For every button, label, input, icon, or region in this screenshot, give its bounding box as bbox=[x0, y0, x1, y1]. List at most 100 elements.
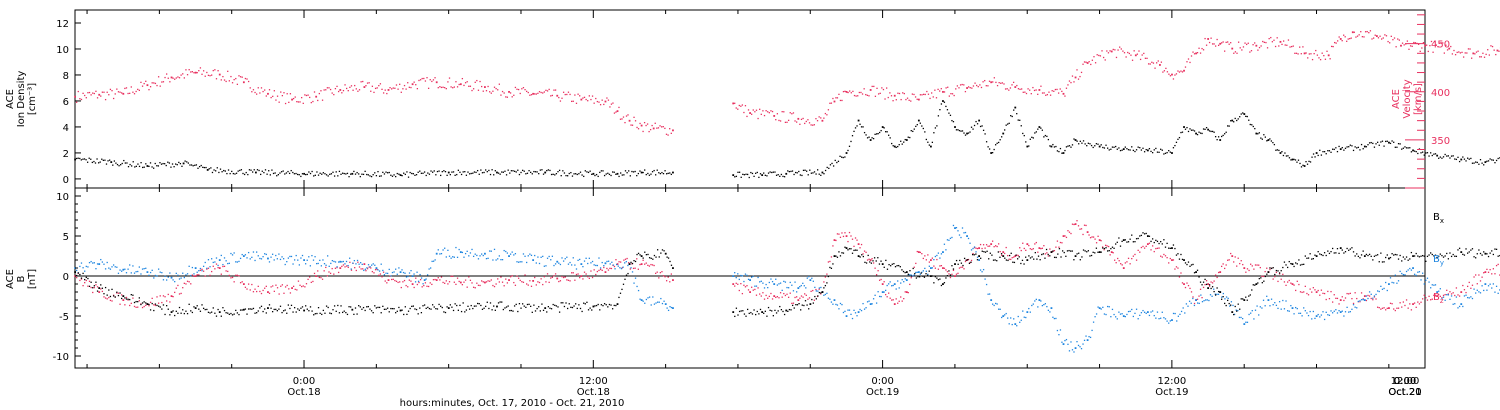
bx-sample bbox=[85, 276, 87, 279]
velocity-sample bbox=[347, 90, 349, 92]
by-sample bbox=[1359, 300, 1361, 302]
by-sample bbox=[826, 292, 828, 294]
by-sample bbox=[669, 305, 671, 308]
bx-sample bbox=[321, 313, 323, 316]
velocity-sample bbox=[231, 82, 234, 84]
ion-density-sample bbox=[793, 173, 795, 176]
bz-sample bbox=[987, 245, 989, 247]
by-sample bbox=[1331, 312, 1334, 314]
bx-sample bbox=[475, 305, 477, 307]
velocity-sample bbox=[1355, 36, 1357, 38]
bz-sample bbox=[1348, 293, 1350, 295]
velocity-sample bbox=[551, 94, 554, 97]
velocity-sample bbox=[979, 84, 981, 86]
bx-sample bbox=[366, 306, 368, 308]
ion-density-sample bbox=[1389, 142, 1392, 145]
bx-sample bbox=[174, 314, 176, 317]
bz-sample bbox=[201, 268, 203, 270]
ion-density-sample bbox=[931, 141, 934, 143]
velocity-sample bbox=[141, 85, 144, 87]
bz-sample bbox=[1035, 241, 1037, 244]
bx-sample bbox=[198, 308, 200, 310]
bz-sample bbox=[1137, 249, 1139, 251]
by-sample bbox=[1182, 307, 1184, 309]
ion-density-sample bbox=[886, 131, 888, 133]
velocity-sample bbox=[792, 112, 795, 114]
by-sample bbox=[746, 274, 748, 277]
by-sample bbox=[1380, 285, 1382, 287]
by-sample bbox=[268, 261, 271, 263]
bz-sample bbox=[104, 297, 107, 299]
velocity-sample bbox=[1115, 56, 1118, 59]
by-sample bbox=[241, 253, 243, 256]
by-sample bbox=[1423, 283, 1425, 285]
bz-sample bbox=[1178, 276, 1181, 278]
bz-sample bbox=[1441, 297, 1443, 299]
bx-sample bbox=[411, 305, 413, 308]
ion-density-sample bbox=[940, 103, 943, 105]
ion-density-sample bbox=[1275, 149, 1277, 151]
velocity-sample bbox=[336, 85, 338, 88]
by-sample bbox=[627, 264, 629, 267]
velocity-sample bbox=[492, 90, 494, 92]
by-sample bbox=[223, 257, 226, 259]
bz-sample bbox=[791, 302, 793, 305]
by-sample bbox=[639, 298, 641, 300]
by-sample bbox=[824, 293, 827, 296]
bx-sample bbox=[111, 288, 113, 291]
velocity-sample bbox=[1029, 89, 1031, 91]
velocity-sample bbox=[1193, 53, 1196, 55]
bz-sample bbox=[1124, 262, 1126, 264]
ion-density-sample bbox=[1299, 162, 1301, 165]
ion-density-point bbox=[1279, 152, 1282, 154]
bz-sample bbox=[1454, 294, 1456, 297]
ion-density-sample bbox=[327, 175, 329, 177]
velocity-sample bbox=[579, 95, 581, 97]
by-sample bbox=[1307, 314, 1310, 317]
velocity-point bbox=[1496, 49, 1499, 52]
by-sample bbox=[1335, 309, 1337, 311]
by-sample bbox=[958, 234, 961, 236]
bx-sample bbox=[1034, 251, 1036, 254]
velocity-sample bbox=[1338, 36, 1340, 38]
by-sample bbox=[349, 257, 351, 259]
bx-sample bbox=[1012, 261, 1014, 263]
ion-density-sample bbox=[1031, 136, 1033, 138]
bz-sample bbox=[156, 296, 158, 298]
ion-density-sample bbox=[1288, 157, 1291, 159]
by-sample bbox=[752, 275, 754, 278]
ion-density-sample bbox=[1193, 130, 1196, 132]
by-sample bbox=[448, 255, 451, 257]
bx-sample bbox=[758, 313, 760, 315]
ion-density-sample bbox=[1356, 147, 1358, 149]
ion-density-sample bbox=[1357, 146, 1360, 149]
velocity-sample bbox=[296, 101, 298, 103]
bx-sample bbox=[847, 249, 849, 251]
by-sample bbox=[289, 255, 291, 258]
velocity-sample bbox=[354, 84, 356, 87]
by-sample bbox=[901, 279, 903, 281]
velocity-sample bbox=[850, 92, 852, 94]
bx-sample bbox=[279, 305, 282, 307]
velocity-sample bbox=[313, 91, 316, 93]
bz-sample bbox=[1261, 275, 1263, 277]
by-sample bbox=[811, 277, 813, 279]
velocity-sample bbox=[1258, 46, 1261, 49]
by-sample bbox=[910, 274, 912, 276]
bz-sample bbox=[495, 283, 497, 285]
bx-sample bbox=[446, 306, 448, 308]
bz-sample bbox=[1156, 247, 1159, 249]
velocity-sample bbox=[501, 90, 504, 93]
ion-density-sample bbox=[1352, 149, 1355, 152]
ion-density-sample bbox=[308, 171, 310, 173]
ion-density-sample bbox=[335, 171, 337, 173]
velocity-sample bbox=[1025, 92, 1028, 95]
by-sample bbox=[413, 273, 415, 275]
bz-sample bbox=[1234, 256, 1236, 258]
bz-sample bbox=[334, 267, 337, 269]
bx-sample bbox=[1150, 240, 1152, 243]
bx-sample bbox=[112, 295, 115, 297]
velocity-point bbox=[652, 127, 655, 130]
bx-sample bbox=[1065, 255, 1067, 257]
ion-density-sample bbox=[1297, 159, 1300, 161]
